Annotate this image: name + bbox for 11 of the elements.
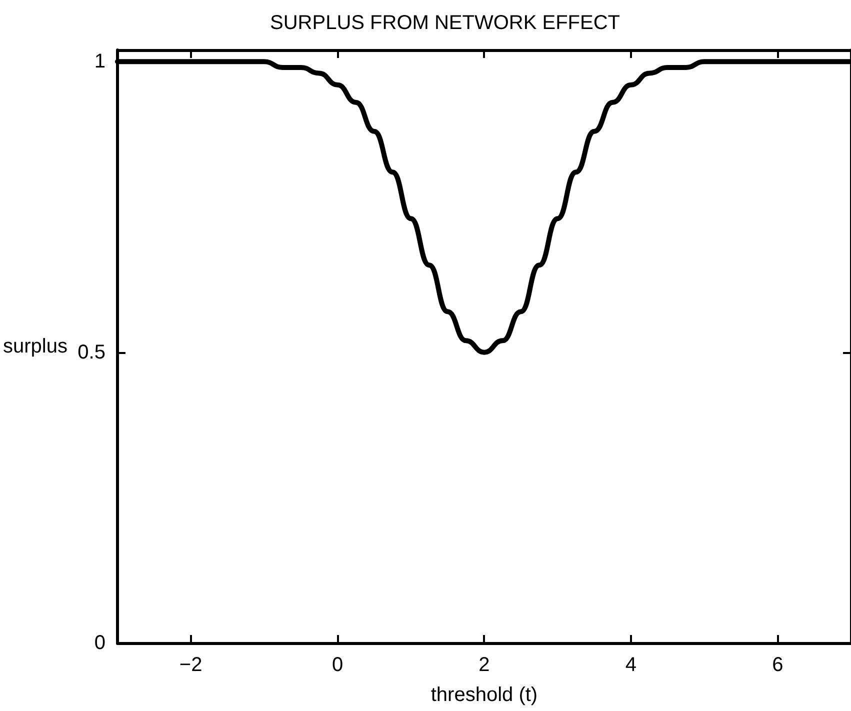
y-tick-label: 1 xyxy=(94,50,106,73)
x-tick-label: 6 xyxy=(772,654,784,676)
y-tick-label: 0 xyxy=(94,632,106,654)
x-axis-title: threshold (t) xyxy=(430,684,538,706)
y-axis-title: surplus xyxy=(2,336,68,358)
y-tick-label: 0.5 xyxy=(78,341,106,364)
x-tick-label: 2 xyxy=(478,654,490,676)
x-tick-label: 4 xyxy=(625,654,637,676)
x-tick-label: −2 xyxy=(179,654,202,676)
x-tick-label: 0 xyxy=(332,654,344,676)
chart-title: SURPLUS FROM NETWORK EFFECT xyxy=(270,12,620,34)
